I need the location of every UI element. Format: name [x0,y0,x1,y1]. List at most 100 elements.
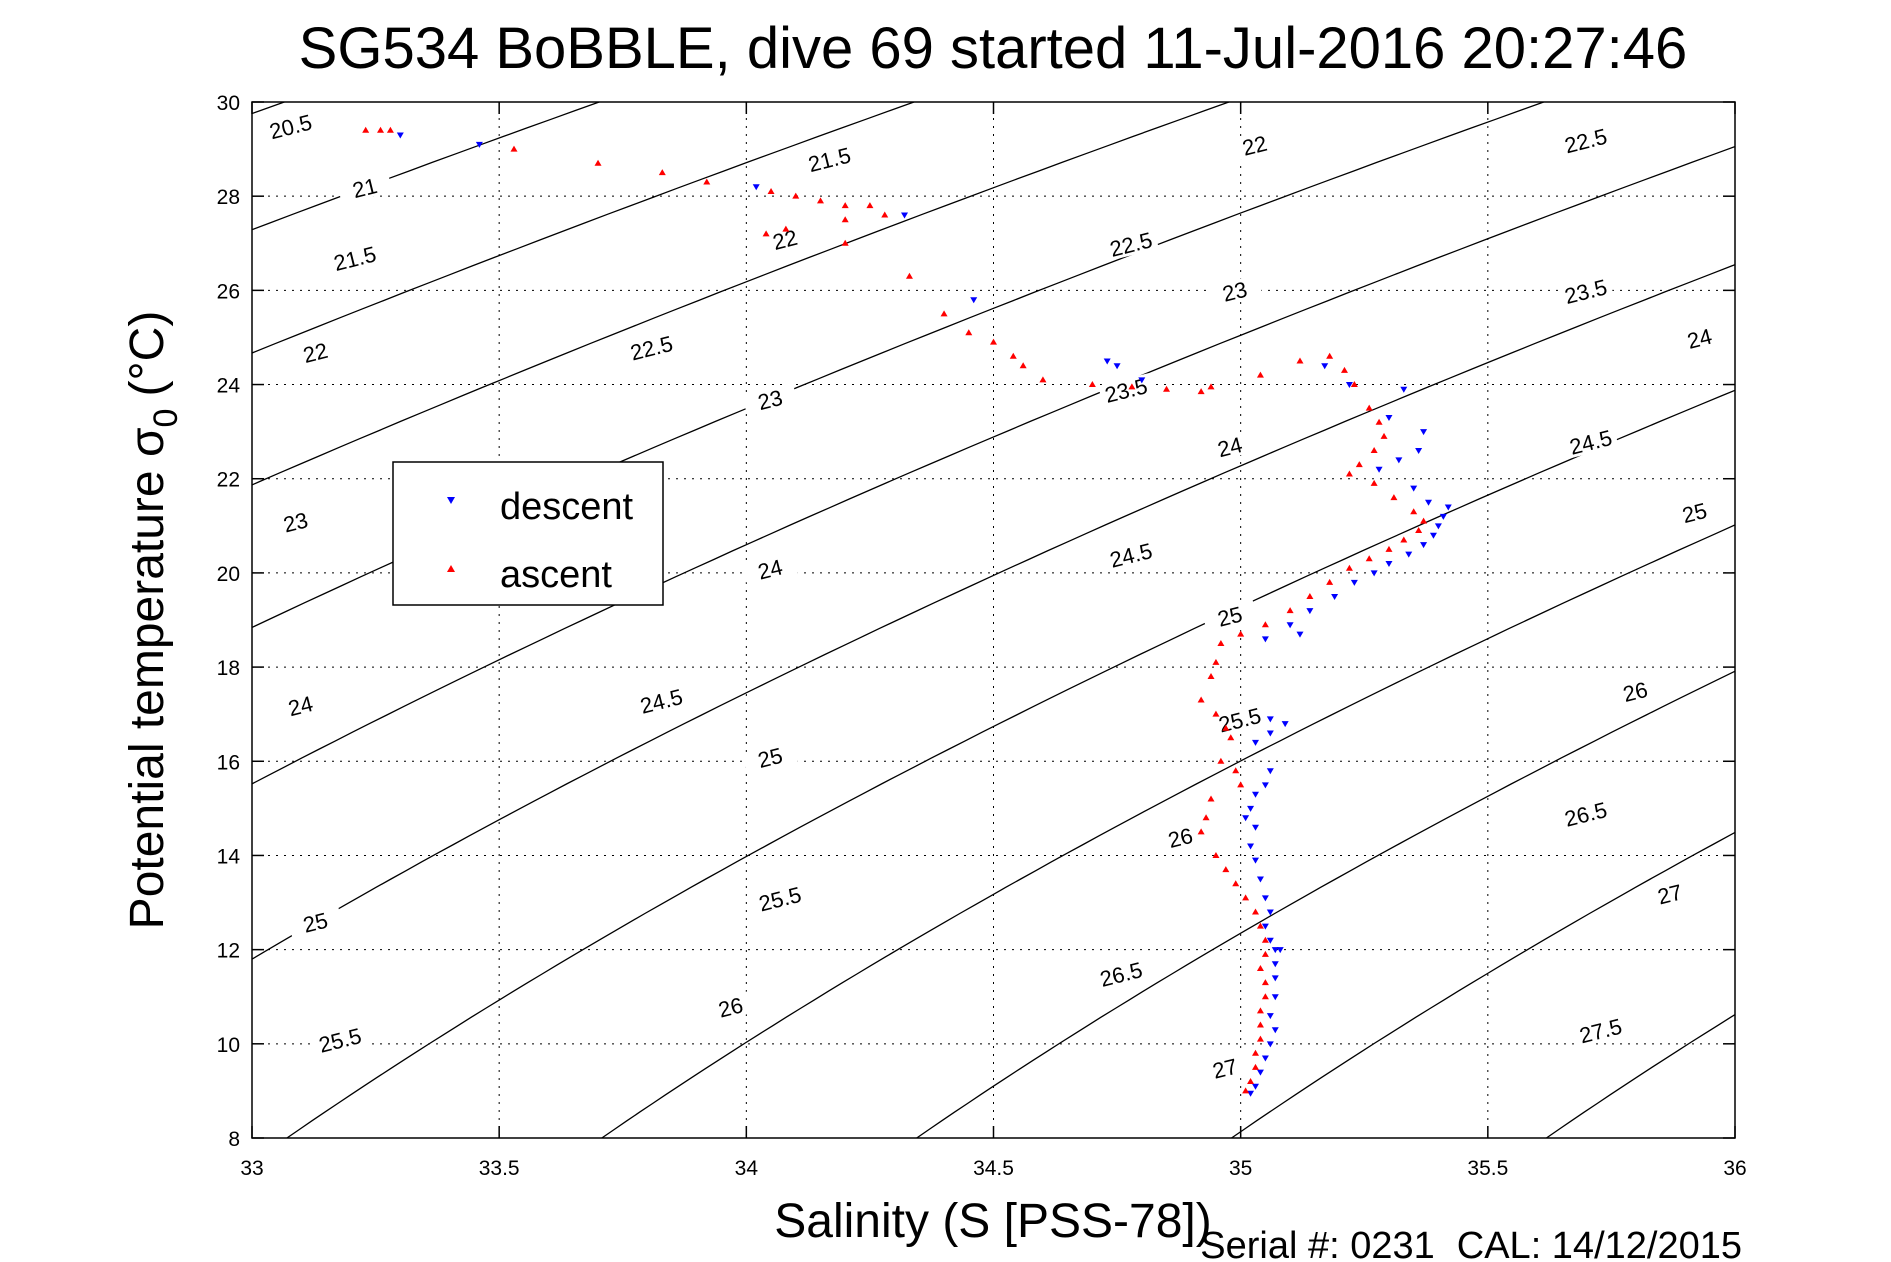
series-ascent [362,126,1428,1094]
data-point-ascent [1212,851,1220,858]
data-point-descent [752,184,760,191]
plot-area [252,102,1735,1138]
data-point-descent [1261,636,1269,643]
density-contour-line [252,102,915,354]
contour-label-bg [1641,876,1698,911]
data-point-descent [1266,730,1274,737]
contour-label-bg [1666,495,1723,530]
contour-label: 26 [1166,823,1196,853]
contour-label-bg [1557,123,1614,158]
contour-label-bg [1671,321,1728,356]
data-point-descent [1266,716,1274,723]
data-point-ascent [1232,880,1240,887]
data-point-ascent [1410,508,1418,515]
data-point-ascent [762,230,770,237]
data-point-descent [1434,523,1442,530]
contour-label: 25 [1215,602,1245,632]
data-point-ascent [1232,767,1240,774]
data-point-descent [475,141,483,148]
data-point-descent [1385,560,1393,567]
y-tick-label: 20 [217,563,240,586]
data-point-descent [1400,386,1408,393]
y-tick-label: 14 [217,845,241,868]
density-contour-line [252,263,1735,960]
data-point-ascent [1237,781,1245,788]
data-point-ascent [362,126,370,133]
data-point-ascent [841,216,849,223]
x-tick-label: 33 [240,1157,263,1180]
contour-label: 24 [286,691,316,721]
legend: descent ascent [392,461,664,606]
data-point-descent [1266,1013,1274,1020]
data-point-ascent [1370,479,1378,486]
data-point-descent [1306,608,1314,615]
x-tick-label: 33.5 [479,1157,520,1180]
data-point-descent [1271,994,1279,1001]
y-tick-label: 16 [217,751,240,774]
data-point-descent [1266,937,1274,944]
data-point-ascent [1380,432,1388,439]
y-axis-label-subscript: 0 [147,409,185,428]
data-point-ascent [1197,828,1205,835]
data-point-ascent [1212,658,1220,665]
contour-label-bg [1206,274,1263,309]
data-point-ascent [1128,383,1136,390]
data-point-ascent [1217,757,1225,764]
data-point-ascent [1286,607,1294,614]
density-contour-line [916,670,1735,1138]
contour-label-bg [287,905,344,940]
y-tick-label: 8 [228,1128,240,1151]
data-point-ascent [1365,404,1373,411]
contour-label: 24 [1215,432,1245,462]
data-point-descent [1242,815,1250,822]
data-point-ascent [1247,1077,1255,1084]
data-point-ascent [1202,814,1210,821]
footer-serial-cal: Serial #: 0231 CAL: 14/12/2015 [1200,1225,1742,1262]
contour-label-bg [742,740,798,775]
contour-label-bg [1103,227,1159,262]
x-tick-label: 34.5 [973,1157,1014,1180]
data-point-ascent [1415,527,1423,534]
data-point-descent [1385,415,1393,422]
data-point-ascent [510,145,518,152]
data-point-ascent [1385,545,1393,552]
contour-label: 21 [350,173,380,203]
data-point-descent [970,297,978,304]
contour-label-bg [623,330,680,365]
data-point-ascent [1261,936,1269,943]
density-contour-line [601,524,1735,1138]
contour-label-bg [1201,429,1258,464]
contour-label-bg [1093,957,1149,991]
density-contour-line [252,145,1735,785]
data-point-descent [1345,382,1353,389]
data-point-descent [1247,843,1255,850]
data-point-ascent [1088,381,1096,388]
data-point-ascent [377,126,385,133]
x-tick-label: 35.5 [1467,1157,1508,1180]
y-tick-label: 18 [217,657,240,680]
data-point-descent [1410,485,1418,492]
contour-label: 24 [1685,324,1715,354]
data-point-ascent [1251,908,1259,915]
y-axis-label-unit: (°C) [121,311,174,397]
legend-marker-descent [447,497,455,504]
data-point-descent [1113,363,1121,370]
data-point-descent [1271,975,1279,982]
contour-label-bg [1557,274,1614,309]
contour-label: 26 [1620,677,1650,707]
contour-label: 22 [1240,131,1270,161]
data-point-descent [1256,1069,1264,1076]
legend-label-descent: descent [500,486,634,528]
data-point-descent [1420,429,1428,436]
data-point-ascent [841,239,849,246]
data-point-ascent [782,225,790,232]
contour-label-bg [272,688,329,723]
data-point-ascent [1355,461,1363,468]
data-point-ascent [990,338,997,345]
data-point-descent [1103,358,1111,365]
y-axis-label-main: Potential temperature σ [121,427,174,929]
contour-label: 25 [1680,498,1710,528]
contour-label-bg [1201,599,1258,634]
contour-label-bg [1572,1013,1629,1048]
